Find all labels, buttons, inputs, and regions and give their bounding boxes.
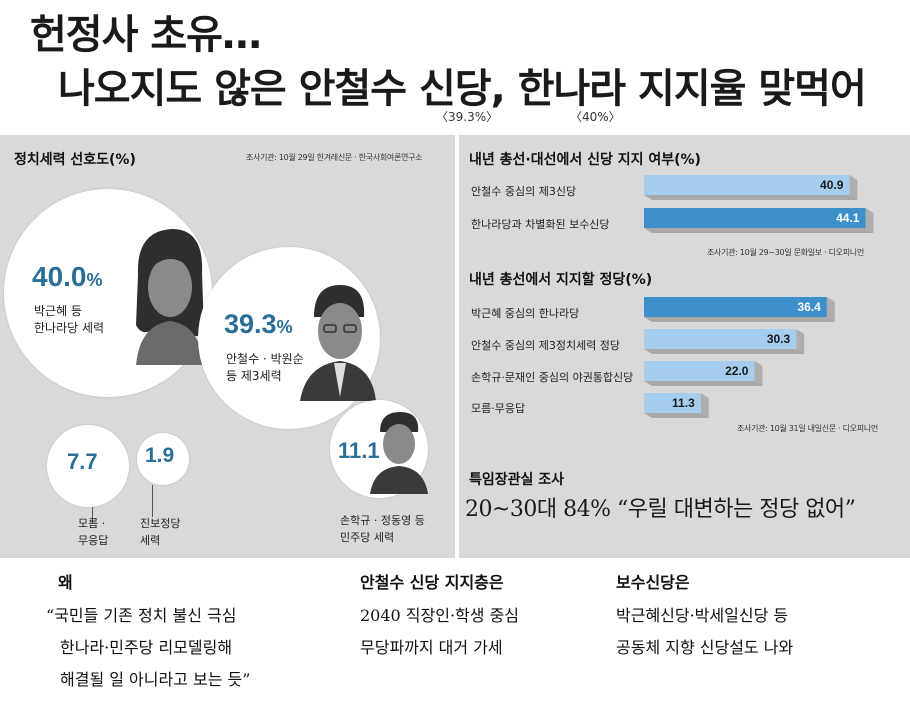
chart1-label-0: 안철수 중심의 제3신당: [471, 185, 577, 198]
value-no-answer: 7.7: [67, 449, 98, 474]
bottom-col2-head: 안철수 신당 지지층은: [360, 573, 504, 592]
chart1-label-1: 한나라당과 차별화된 보수신당: [471, 218, 610, 231]
headline-note-left: 〈39.3%〉: [436, 110, 499, 124]
special-quote: 20~30대 84% “우릴 대변하는 정당 없어”: [465, 497, 856, 522]
survey-panel: 내년 총선·대선에서 신당 지지 여부(%) 안철수 중심의 제3신당 한나라당…: [459, 135, 910, 558]
bottom-col3-line2: 공동체 지향 신당설도 나와: [616, 638, 794, 657]
headline-line2: 나오지도 않은 안철수 신당, 한나라 지지율 맞먹어: [58, 66, 867, 112]
chart1-bars: 40.9 44.1: [644, 175, 874, 233]
label-progressive-1: 진보정당: [140, 517, 181, 530]
circle-progressive: 1.9: [137, 433, 189, 485]
chart2-title: 내년 총선에서 지지할 정당(%): [469, 272, 653, 288]
label-third-force-2: 등 제3세력: [226, 369, 282, 383]
portrait-ahn-icon: [300, 277, 376, 401]
chart2-bars: 36.4 30.3 22.0 11.3: [644, 297, 835, 418]
chart1-source: 조사기관: 10월 29~30일 문화일보 · 디오피니언: [707, 248, 864, 257]
chart2-value-0: 36.4: [797, 300, 821, 314]
chart2-bar-2: [644, 361, 763, 386]
value-third-force: 39.3%: [224, 309, 293, 339]
chart1-bar-1: [644, 208, 874, 233]
chart2-source: 조사기관: 10월 31일 내일신문 · 디오피니언: [737, 424, 878, 433]
bottom-col2-line2: 무당파까지 대거 가세: [360, 638, 503, 657]
bottom-col1-line3: 해결될 일 아니라고 보는 듯”: [60, 670, 251, 689]
label-no-answer-1: 모름 ·: [78, 517, 106, 530]
portrait-park-icon: [132, 225, 206, 365]
chart1-value-1: 44.1: [836, 211, 860, 225]
special-title: 특임장관실 조사: [469, 472, 565, 488]
chart2-label-2: 손학규·문재인 중심의 야권통합신당: [471, 371, 634, 384]
chart1-value-0: 40.9: [820, 178, 844, 192]
portrait-sohn-icon: [370, 408, 428, 494]
chart2-bar-3: [644, 393, 709, 418]
bottom-col3-line1: 박근혜신당·박세일신당 등: [616, 606, 789, 625]
chart2-label-3: 모름·무응답: [471, 402, 526, 415]
bottom-col1-head: 왜: [58, 573, 73, 592]
leader-progressive: [152, 485, 153, 517]
leader-no-answer: [92, 507, 93, 523]
preference-panel-title: 정치세력 선호도(%): [14, 152, 136, 168]
chart2-label-0: 박근혜 중심의 한나라당: [471, 307, 580, 320]
chart1-bar-0: [644, 175, 858, 200]
bottom-col1-line2: 한나라·민주당 리모델링해: [60, 638, 233, 657]
circle-no-answer: 7.7: [47, 425, 129, 507]
chart1-title: 내년 총선·대선에서 신당 지지 여부(%): [469, 152, 701, 168]
chart2-value-3: 11.3: [672, 396, 695, 410]
chart2-value-2: 22.0: [725, 364, 749, 378]
chart2-value-1: 30.3: [767, 332, 791, 346]
headline-note-right: 〈40%〉: [570, 110, 621, 124]
value-progressive: 1.9: [145, 444, 175, 467]
chart2-label-1: 안철수 중심의 제3정치세력 정당: [471, 339, 621, 352]
bottom-col3-head: 보수신당은: [616, 573, 690, 592]
bottom-col2-line1: 2040 직장인·학생 중심: [360, 606, 520, 625]
circle-third-force: 39.3% 안철수 · 박원순 등 제3세력: [198, 247, 380, 429]
value-democratic: 11.1: [338, 438, 380, 463]
chart2-bar-1: [644, 329, 805, 354]
label-progressive-2: 세력: [140, 534, 161, 547]
circle-democratic: 11.1: [330, 400, 428, 498]
label-hannara-2: 한나라당 세력: [34, 321, 105, 335]
preference-panel: 정치세력 선호도(%) 조사기관: 10월 29일 한겨레신문 · 한국사회여론…: [0, 135, 455, 558]
bottom-col1-line1: “국민들 기존 정치 불신 극심: [46, 606, 237, 625]
label-democratic-2: 민주당 세력: [340, 531, 395, 544]
chart2-bar-0: [644, 297, 835, 322]
headline-line1: 헌정사 초유…: [30, 12, 262, 58]
value-hannara: 40.0%: [32, 261, 103, 292]
preference-source: 조사기관: 10월 29일 한겨레신문 · 한국사회여론연구소: [246, 153, 423, 162]
label-hannara-1: 박근혜 등: [34, 304, 82, 318]
label-third-force-1: 안철수 · 박원순: [226, 352, 304, 366]
circle-hannara: 40.0% 박근혜 등 한나라당 세력: [4, 189, 212, 397]
label-no-answer-2: 무응답: [78, 534, 109, 547]
label-democratic-1: 손학규 · 정동영 등: [340, 514, 425, 527]
